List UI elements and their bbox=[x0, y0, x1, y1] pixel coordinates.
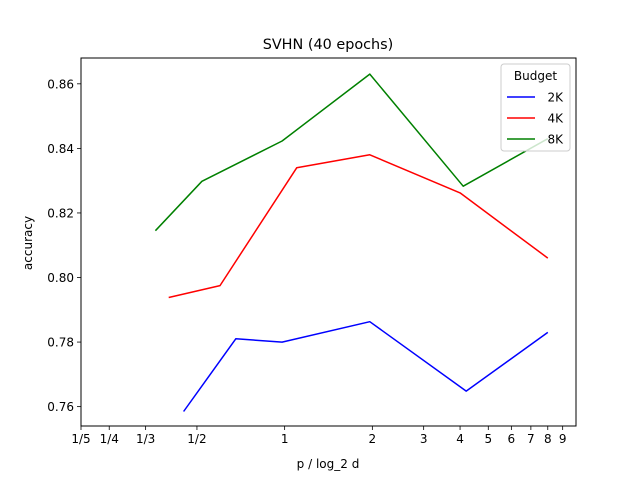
series-line-2K bbox=[182, 320, 549, 412]
x-tick-label: 1/4 bbox=[100, 432, 119, 446]
y-tick-label: 0.84 bbox=[47, 142, 74, 156]
x-tick-label: 2 bbox=[369, 432, 377, 446]
x-axis: 1/5 1/4 1/3 1/2 1 2 3 4 5 6 7 8 9 bbox=[71, 426, 566, 446]
x-tick-label: 6 bbox=[508, 432, 516, 446]
legend: Budget 2K 4K 8K bbox=[500, 63, 571, 152]
x-tick-label: 3 bbox=[420, 432, 428, 446]
plot-frame bbox=[80, 57, 577, 427]
legend-box bbox=[500, 63, 571, 152]
x-tick-label: 1/2 bbox=[187, 432, 206, 446]
x-tick-label: 5 bbox=[484, 432, 492, 446]
series-line-4K bbox=[168, 154, 549, 299]
x-tick-label: 1/5 bbox=[71, 432, 90, 446]
y-tick-label: 0.82 bbox=[47, 206, 74, 220]
y-axis: 0.76 0.78 0.80 0.82 0.84 0.86 bbox=[47, 77, 81, 414]
series-line-8K bbox=[154, 73, 549, 232]
y-axis-label: accuracy bbox=[21, 216, 35, 270]
y-tick-label: 0.78 bbox=[47, 336, 74, 350]
legend-label-8K: 8K bbox=[547, 133, 564, 147]
x-tick-label: 9 bbox=[559, 432, 567, 446]
x-tick-label: 4 bbox=[456, 432, 464, 446]
x-tick-label: 7 bbox=[527, 432, 535, 446]
legend-label-4K: 4K bbox=[547, 112, 564, 126]
legend-title: Budget bbox=[514, 69, 557, 83]
x-tick-label: 1/3 bbox=[136, 432, 155, 446]
y-tick-label: 0.76 bbox=[47, 400, 74, 414]
chart-title: SVHN (40 epochs) bbox=[263, 37, 394, 53]
y-tick-label: 0.86 bbox=[47, 77, 74, 91]
x-tick-label: 1 bbox=[281, 432, 289, 446]
legend-label-2K: 2K bbox=[547, 91, 564, 105]
legend-entries: 2K 4K 8K bbox=[507, 91, 564, 147]
y-tick-label: 0.80 bbox=[47, 271, 74, 285]
x-axis-label: p / log_2 d bbox=[297, 457, 360, 471]
x-tick-label: 8 bbox=[544, 432, 552, 446]
plot-area bbox=[154, 73, 549, 412]
